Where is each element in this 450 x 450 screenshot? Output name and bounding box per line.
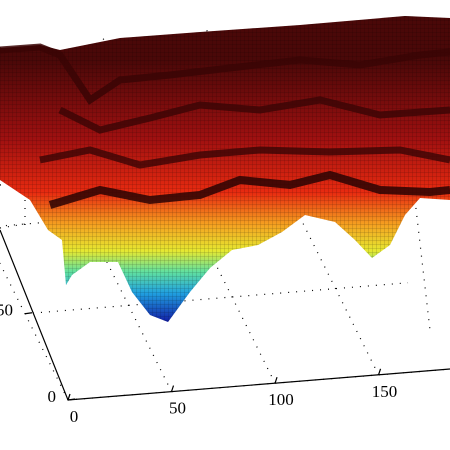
x-tick-label: 100 [268, 390, 294, 409]
tick-mark [67, 398, 76, 401]
tick-mark [67, 393, 71, 401]
y-tick-label: 50 [0, 301, 13, 320]
grid-line [24, 282, 409, 315]
ridge [0, 43, 450, 105]
ridge [48, 170, 450, 209]
grid-line [0, 262, 69, 401]
surface [0, 16, 450, 322]
x-tick-label: 0 [70, 407, 79, 426]
tick-mark [24, 312, 33, 315]
x-tick-label: 50 [169, 399, 186, 418]
tick-mark [377, 368, 382, 376]
ridge [58, 96, 450, 134]
tick-mark [170, 385, 175, 392]
tick-mark [274, 377, 278, 384]
y-tick-label: 0 [48, 387, 57, 406]
surface-mesh [0, 16, 450, 322]
x-tick-label: 150 [372, 382, 398, 401]
axes: 050100150050100 [0, 229, 450, 426]
ridge [39, 146, 450, 169]
